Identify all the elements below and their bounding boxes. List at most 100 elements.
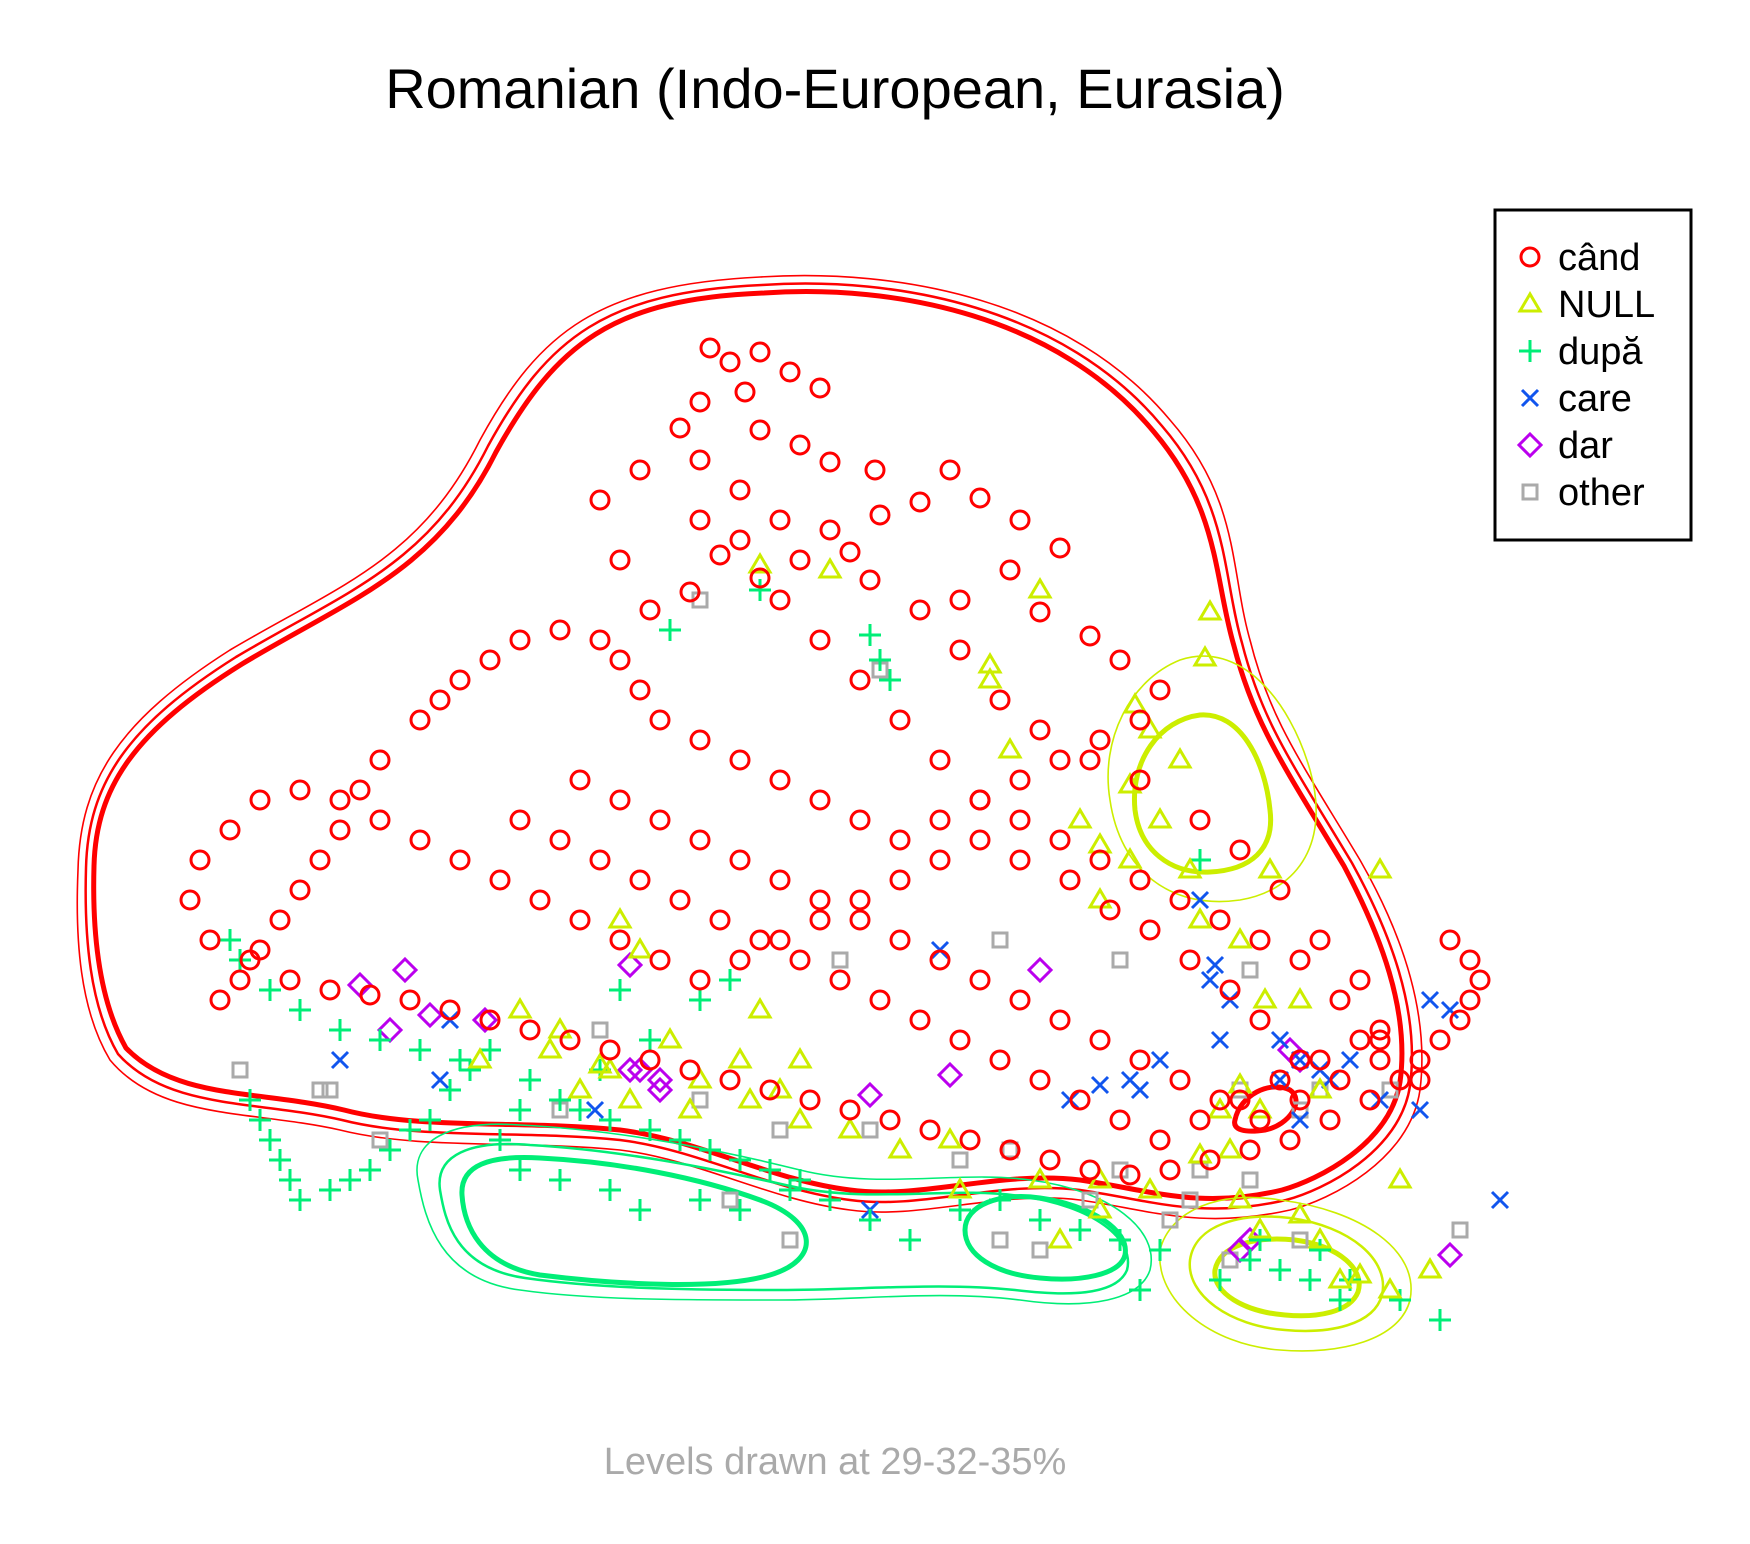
point-cand <box>1289 949 1311 971</box>
point-cand <box>909 599 931 621</box>
point-cand <box>1009 809 1031 831</box>
contour-dupa-left-inner <box>459 1155 809 1287</box>
point-cand <box>709 909 731 931</box>
point-cand <box>1349 1029 1371 1051</box>
point-care <box>1090 1075 1110 1095</box>
point-dupa <box>759 1159 781 1181</box>
point-cand <box>799 1089 821 1111</box>
point-cand <box>1029 601 1051 623</box>
point-null <box>1247 1217 1273 1239</box>
point-care <box>1120 1070 1140 1090</box>
point-cand <box>769 509 791 531</box>
point-cand <box>449 849 471 871</box>
point-null <box>1417 1257 1443 1279</box>
point-cand <box>1309 1049 1331 1071</box>
point-dupa <box>599 1109 621 1131</box>
point-cand <box>319 979 341 1001</box>
point-cand <box>689 729 711 751</box>
contour-null-upper-outer <box>1107 655 1317 903</box>
point-cand <box>689 509 711 531</box>
point-cand <box>959 1129 981 1151</box>
contour-dupa-outer <box>416 1123 1153 1305</box>
point-other <box>951 1151 969 1169</box>
point-dupa <box>719 969 741 991</box>
point-other <box>781 1231 799 1249</box>
point-cand <box>1109 1109 1131 1131</box>
point-cand <box>729 749 751 771</box>
point-cand <box>1269 1069 1291 1091</box>
point-cand <box>909 1009 931 1031</box>
point-dupa <box>879 669 901 691</box>
point-null <box>1067 807 1093 829</box>
point-dupa <box>259 979 281 1001</box>
point-dar <box>1436 1241 1464 1269</box>
point-cand <box>1079 625 1101 647</box>
point-null <box>677 1097 703 1119</box>
point-dupa <box>819 1189 841 1211</box>
point-dupa <box>449 1049 471 1071</box>
point-cand <box>1009 509 1031 531</box>
point-cand <box>1219 979 1241 1001</box>
point-null <box>1227 927 1253 949</box>
contour-dupa-mid <box>438 1142 1130 1295</box>
point-dupa <box>409 1039 431 1061</box>
point-cand <box>929 849 951 871</box>
point-cand <box>719 1069 741 1091</box>
legend-marker-dar <box>1516 431 1544 459</box>
point-cand <box>679 1059 701 1081</box>
point-dupa <box>1329 1289 1351 1311</box>
point-null <box>767 1077 793 1099</box>
point-cand <box>1369 1029 1391 1051</box>
point-null <box>1027 1167 1053 1189</box>
point-cand <box>199 929 221 951</box>
point-cand <box>609 929 631 951</box>
point-cand <box>809 789 831 811</box>
point-null <box>1287 987 1313 1009</box>
point-null <box>1287 1202 1313 1224</box>
point-other <box>691 1091 709 1109</box>
point-null <box>627 937 653 959</box>
point-cand <box>219 819 241 841</box>
point-cand <box>789 949 811 971</box>
point-other <box>1181 1191 1199 1209</box>
point-cand <box>1049 1009 1071 1031</box>
point-cand <box>429 689 451 711</box>
point-cand <box>1429 1029 1451 1051</box>
point-other <box>721 1191 739 1209</box>
point-cand <box>509 629 531 651</box>
point-dupa <box>639 1029 661 1051</box>
point-cand <box>439 999 461 1021</box>
point-cand <box>269 909 291 931</box>
point-cand <box>969 969 991 991</box>
point-dupa <box>949 1199 971 1221</box>
point-dupa <box>289 1189 311 1211</box>
point-null <box>747 997 773 1019</box>
point-cand <box>1119 1164 1141 1186</box>
density-contours <box>76 274 1423 1352</box>
point-other <box>831 951 849 969</box>
point-dupa <box>479 1039 501 1061</box>
point-cand <box>609 549 631 571</box>
point-cand <box>949 639 971 661</box>
point-cand <box>209 989 231 1011</box>
point-null <box>1252 987 1278 1009</box>
point-cand <box>869 989 891 1011</box>
point-cand <box>1039 1149 1061 1171</box>
point-care <box>430 1070 450 1090</box>
point-dar <box>616 951 644 979</box>
point-cand <box>859 569 881 591</box>
point-cand <box>839 541 861 563</box>
point-cand <box>399 989 421 1011</box>
point-cand <box>599 1039 621 1061</box>
point-cand <box>679 581 701 603</box>
point-cand <box>1239 1139 1261 1161</box>
point-cand <box>549 829 571 851</box>
point-cand <box>1049 537 1071 559</box>
point-cand <box>359 984 381 1006</box>
point-cand <box>929 749 951 771</box>
point-cand <box>1129 869 1151 891</box>
point-other <box>1081 1191 1099 1209</box>
point-cand <box>749 567 771 589</box>
legend-marker-dupa <box>1519 340 1541 362</box>
point-cand <box>1029 719 1051 741</box>
